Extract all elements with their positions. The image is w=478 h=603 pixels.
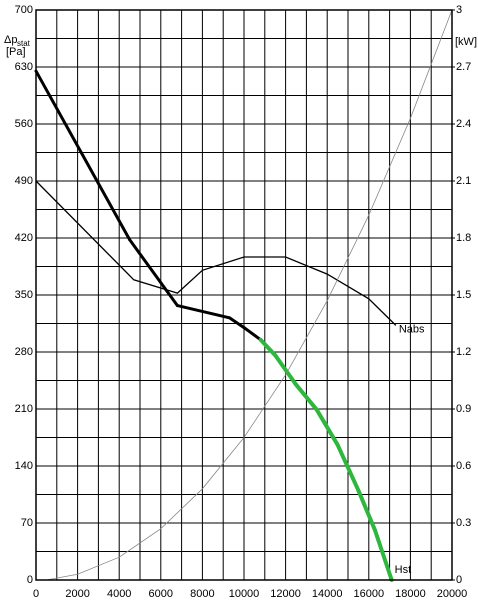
y-tick-label: 70 <box>21 517 33 529</box>
x-tick-label: 2000 <box>65 588 89 600</box>
y2-tick-label: 2.4 <box>456 118 471 130</box>
y-tick-label: 420 <box>15 232 33 244</box>
x-tick-label: 4000 <box>107 588 131 600</box>
curve-segment <box>373 528 394 582</box>
y2-axis-label: [kW] <box>455 36 477 48</box>
y-tick-label: 700 <box>15 4 33 16</box>
y2-tick-label: 0.9 <box>456 403 471 415</box>
curve-segment <box>273 353 298 387</box>
curve <box>46 9 453 581</box>
y2-tick-label: 2.7 <box>456 61 471 73</box>
y-tick-label: 140 <box>15 460 33 472</box>
y2-tick-label: 1.8 <box>456 232 471 244</box>
x-tick-label: 12000 <box>270 588 301 600</box>
y2-tick-label: 0 <box>456 574 462 586</box>
curve <box>35 180 397 326</box>
plot-frame <box>35 9 453 581</box>
curve-segment <box>175 304 231 320</box>
x-tick-label: 20000 <box>437 588 468 600</box>
y2-tick-label: 1.5 <box>456 289 471 301</box>
curve-segment <box>258 337 278 358</box>
y-tick-label: 210 <box>15 403 33 415</box>
x-tick-label: 10000 <box>229 588 260 600</box>
curve-segment <box>314 407 340 447</box>
curve-segment <box>242 326 263 342</box>
curve-segment <box>128 238 179 308</box>
curve-segment <box>34 69 132 242</box>
x-tick-label: 6000 <box>149 588 173 600</box>
y-tick-label: 560 <box>15 118 33 130</box>
y-tick-label: 630 <box>15 61 33 73</box>
series-label: Hst <box>395 564 412 576</box>
y-tick-label: 490 <box>15 175 33 187</box>
series-label: Nabs <box>399 323 425 335</box>
x-tick-label: 0 <box>33 588 39 600</box>
curve-segment <box>356 488 378 533</box>
y2-tick-label: 1.2 <box>456 346 471 358</box>
x-tick-label: 16000 <box>354 588 385 600</box>
y-axis-unit: [Pa] <box>6 46 26 58</box>
y2-tick-label: 3 <box>456 4 462 16</box>
y-tick-label: 0 <box>27 574 33 586</box>
curve-segment <box>335 442 361 493</box>
y-tick-label: 350 <box>15 289 33 301</box>
curve-segment <box>294 382 319 412</box>
y2-tick-label: 0.3 <box>456 517 471 529</box>
y-tick-label: 280 <box>15 346 33 358</box>
curve-segment <box>227 316 246 330</box>
y-axis-label-sub: stat <box>17 39 31 48</box>
x-tick-label: 18000 <box>395 588 426 600</box>
y2-tick-label: 2.1 <box>456 175 471 187</box>
y-axis-label: Δp <box>4 34 17 46</box>
y2-tick-label: 0.6 <box>456 460 471 472</box>
x-tick-label: 14000 <box>312 588 343 600</box>
x-tick-label: 8000 <box>190 588 214 600</box>
